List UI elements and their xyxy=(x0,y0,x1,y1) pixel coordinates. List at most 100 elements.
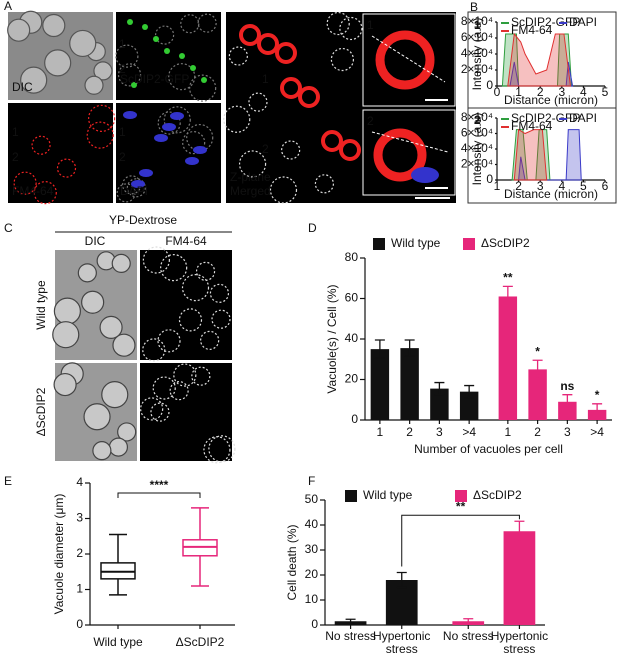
label: 1 xyxy=(119,37,126,51)
label: * xyxy=(535,344,540,358)
label: 4 xyxy=(558,179,565,193)
label: Distance (micron) xyxy=(504,93,598,107)
vacuole xyxy=(275,42,297,64)
cell xyxy=(248,92,268,112)
cell xyxy=(181,274,210,302)
label: 40 xyxy=(345,331,359,345)
label: D xyxy=(308,221,317,235)
whisker xyxy=(191,507,209,587)
intensity-trace xyxy=(513,128,548,181)
label: 2 xyxy=(12,150,19,164)
cell xyxy=(191,366,211,386)
cell xyxy=(86,121,114,149)
cell xyxy=(53,297,81,325)
label: FM4-64 xyxy=(165,234,207,248)
signal xyxy=(131,82,137,88)
cell xyxy=(157,111,181,135)
label: 2 xyxy=(474,113,481,127)
cell xyxy=(157,329,181,353)
cell xyxy=(115,44,139,68)
cell xyxy=(117,63,142,87)
label: 1 xyxy=(262,72,269,86)
significance-bracket xyxy=(117,492,201,498)
cell xyxy=(330,47,355,72)
profile-line xyxy=(371,131,449,153)
label: Intensity (a.u) xyxy=(470,18,484,91)
error-bar xyxy=(404,339,415,357)
cell xyxy=(223,105,251,133)
cell xyxy=(168,63,196,91)
label: 6 xyxy=(602,179,609,193)
significance-bracket xyxy=(401,514,520,567)
label: Wild type xyxy=(363,488,413,502)
signal xyxy=(185,157,199,165)
cell xyxy=(33,181,57,205)
cell xyxy=(142,246,170,274)
label: ** xyxy=(503,271,513,285)
cell xyxy=(152,376,176,400)
label: DAPI xyxy=(569,111,597,125)
cell xyxy=(7,18,31,42)
label: 2×10⁴ xyxy=(461,62,493,76)
cell xyxy=(209,283,230,303)
label: 40 xyxy=(305,517,319,531)
label: ΔScDIP2 xyxy=(473,488,522,502)
cell xyxy=(56,158,77,178)
cell xyxy=(178,308,203,332)
cell xyxy=(108,437,129,457)
cell xyxy=(339,16,363,41)
label: 3 xyxy=(558,85,565,99)
cell xyxy=(93,61,113,81)
cell xyxy=(189,74,217,102)
label: 4 xyxy=(76,475,83,489)
cell xyxy=(99,315,123,340)
label: 8×10⁴ xyxy=(461,110,493,124)
vacuole xyxy=(375,30,435,90)
cell xyxy=(197,13,217,33)
label: Wild type xyxy=(34,280,48,330)
cell xyxy=(101,381,129,409)
bar xyxy=(503,531,536,625)
label: 6×10⁴ xyxy=(461,126,493,140)
label: 8×10⁴ xyxy=(461,14,493,28)
cell xyxy=(140,397,164,421)
vacuole xyxy=(321,130,343,152)
cell xyxy=(142,338,166,362)
label: C xyxy=(4,221,13,235)
signal xyxy=(179,53,185,59)
vacuole xyxy=(280,77,302,99)
label: 2 xyxy=(76,546,83,560)
label: Distance (micron) xyxy=(504,187,598,201)
cell xyxy=(112,333,136,357)
label: ScDIP2-GFP xyxy=(120,72,189,86)
cell xyxy=(150,402,170,422)
x-tick-label: Hypertonic stress xyxy=(490,630,549,656)
label: 1 xyxy=(515,85,522,99)
label: 2 xyxy=(534,425,541,439)
vacuole xyxy=(298,86,320,108)
label: ns xyxy=(560,379,574,393)
intensity-trace xyxy=(507,32,572,87)
signal xyxy=(142,24,148,30)
cell xyxy=(111,253,131,273)
cell xyxy=(92,441,112,461)
label: 1 xyxy=(119,125,126,139)
bar xyxy=(400,348,419,420)
error-bar xyxy=(434,381,445,396)
label: 20 xyxy=(305,567,319,581)
x-tick-label: Hypertonic stress xyxy=(373,630,431,656)
cell xyxy=(163,106,191,134)
cell xyxy=(314,174,334,194)
bar xyxy=(430,388,449,420)
label: DIC xyxy=(12,80,33,94)
label: 6×10⁴ xyxy=(461,30,493,44)
cell xyxy=(44,49,72,77)
label: >4 xyxy=(590,425,604,439)
cell xyxy=(83,403,111,431)
cell xyxy=(13,171,37,195)
signal xyxy=(123,111,137,119)
label: F xyxy=(308,474,315,488)
cell xyxy=(326,11,350,36)
x-tick-label: No stress xyxy=(325,630,376,643)
label: ΔScDIP2 xyxy=(481,236,530,250)
